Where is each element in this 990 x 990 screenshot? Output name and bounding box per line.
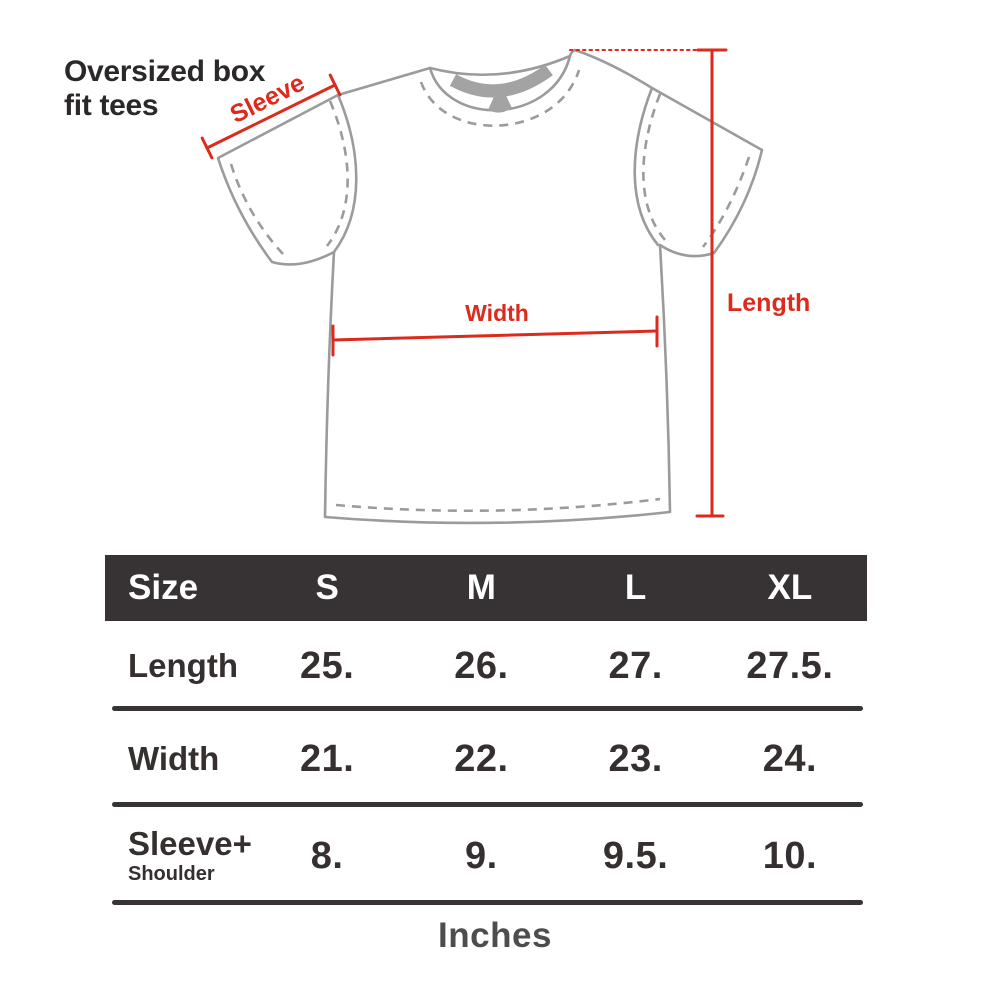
sleeve-measure-tick-start bbox=[200, 136, 214, 160]
cell-sleeve-l: 9.5. bbox=[602, 834, 669, 877]
row-divider bbox=[112, 706, 863, 711]
cell-sleeve-xl: 10. bbox=[762, 834, 818, 877]
shirt-outline bbox=[216, 48, 764, 525]
collar-stitch bbox=[419, 69, 581, 127]
size-table: Size S M L XL Length 25. 26. 27. 27.5. W… bbox=[105, 555, 867, 905]
page-title-line2: fit tees bbox=[64, 89, 159, 122]
table-row-width: Width 21. 22. 23. 24. bbox=[105, 711, 867, 807]
cell-width-m: 22. bbox=[454, 737, 509, 780]
row-label-width: Width bbox=[128, 739, 220, 777]
cell-length-s: 25. bbox=[299, 644, 355, 687]
length-label: Length bbox=[727, 289, 810, 317]
cuff-left-stitch bbox=[229, 163, 284, 255]
cell-sleeve-m: 9. bbox=[465, 834, 498, 877]
header-col-l: L bbox=[624, 568, 647, 607]
width-label: Width bbox=[465, 300, 529, 326]
cell-length-m: 26. bbox=[454, 644, 509, 687]
header-col-s: S bbox=[315, 568, 339, 607]
table-row-length: Length 25. 26. 27. 27.5. bbox=[105, 621, 867, 711]
row-divider bbox=[112, 802, 863, 807]
row-label-sleeve: Sleeve+ Shoulder bbox=[105, 824, 252, 886]
cell-sleeve-s: 8. bbox=[310, 834, 344, 877]
page-title: Oversized box fit tees bbox=[64, 55, 265, 123]
cell-length-l: 27. bbox=[608, 644, 663, 687]
cuff-right-stitch bbox=[701, 156, 751, 248]
width-measure-line bbox=[331, 329, 659, 342]
page-title-line1: Oversized box bbox=[64, 55, 266, 88]
row-divider bbox=[112, 900, 863, 905]
sleeve-measure-line bbox=[205, 83, 337, 150]
armhole-left-stitch bbox=[325, 100, 349, 247]
size-table-header: Size S M L XL bbox=[105, 555, 867, 621]
cell-width-s: 21. bbox=[299, 737, 355, 780]
cell-length-xl: 27.5. bbox=[746, 644, 834, 687]
row-label-length: Length bbox=[128, 646, 238, 684]
cell-width-xl: 24. bbox=[762, 737, 818, 780]
neck-tag bbox=[488, 83, 512, 113]
sleeve-measure-tick-end bbox=[328, 73, 342, 97]
header-col-xl: XL bbox=[767, 568, 813, 607]
cell-width-l: 23. bbox=[608, 737, 663, 780]
armhole-left-seam bbox=[332, 93, 358, 254]
hem-stitch bbox=[335, 497, 661, 513]
header-col-m: M bbox=[466, 568, 496, 607]
unit-label: Inches bbox=[438, 916, 552, 955]
armhole-right-seam bbox=[633, 86, 660, 247]
tshirt-measurement-diagram: Sleeve Width Length bbox=[200, 48, 810, 525]
table-row-sleeve: Sleeve+ Shoulder 8. 9. 9.5. 10. bbox=[105, 807, 867, 905]
row-label-sleeve-sub: Shoulder bbox=[128, 863, 215, 886]
row-label-sleeve-main: Sleeve+ bbox=[128, 824, 252, 862]
header-size-label: Size bbox=[128, 568, 199, 607]
armhole-right-stitch bbox=[642, 93, 666, 241]
